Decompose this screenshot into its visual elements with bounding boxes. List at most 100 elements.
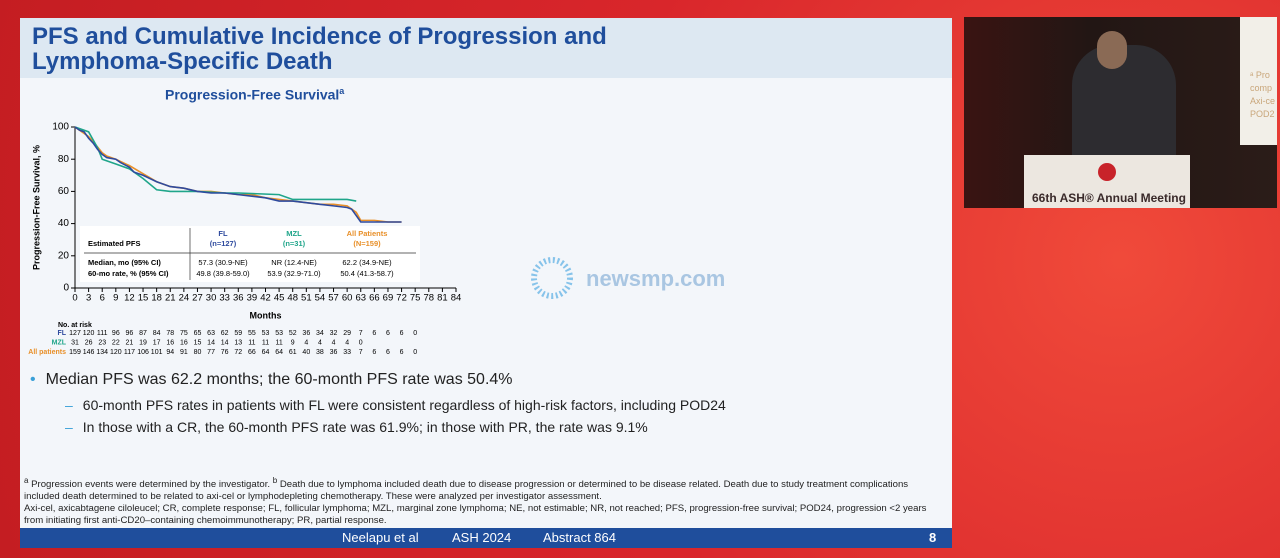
at-risk-count: 38 <box>316 349 324 356</box>
x-tick-label: 63 <box>355 293 366 304</box>
at-risk-count: 94 <box>166 349 174 356</box>
at-risk-count: 87 <box>139 330 147 337</box>
at-risk-count: 7 <box>359 330 363 337</box>
at-risk-count: 15 <box>194 339 202 346</box>
at-risk-count: 64 <box>262 349 270 356</box>
at-risk-count: 7 <box>359 349 363 356</box>
at-risk-count: 55 <box>248 330 256 337</box>
x-tick-label: 81 <box>437 293 448 304</box>
footnote-marker: a <box>24 476 29 485</box>
chart-title: Progression-Free Survivala <box>165 86 344 103</box>
at-risk-count: 0 <box>413 349 417 356</box>
side-screen <box>1240 17 1277 145</box>
at-risk-count: 78 <box>166 330 174 337</box>
at-risk-count: 62 <box>221 330 229 337</box>
table-column-header: (n=127) <box>210 239 237 248</box>
at-risk-count: 53 <box>262 330 270 337</box>
x-tick-label: 27 <box>192 293 203 304</box>
table-column-header: All Patients <box>347 229 388 238</box>
km-curve <box>74 126 402 223</box>
at-risk-count: 16 <box>166 339 174 346</box>
table-cell: 50.4 (41.3-58.7) <box>340 269 394 278</box>
x-tick-label: 33 <box>219 293 230 304</box>
at-risk-count: 117 <box>124 349 135 356</box>
at-risk-count: 64 <box>275 349 283 356</box>
at-risk-count: 4 <box>332 339 336 346</box>
table-header: Estimated PFS <box>88 239 141 248</box>
x-tick-label: 42 <box>260 293 271 304</box>
y-tick-label: 40 <box>58 218 70 229</box>
x-tick-label: 6 <box>100 293 105 304</box>
footnote: Progression events were determined by th… <box>31 479 271 491</box>
at-risk-count: 4 <box>318 339 322 346</box>
at-risk-count: 33 <box>343 349 351 356</box>
at-risk-count: 96 <box>112 330 120 337</box>
y-tick-label: 100 <box>52 122 69 133</box>
sub-bullet-text: In those with a CR, the 60-month PFS rat… <box>82 419 648 435</box>
footnote-marker: b <box>272 476 278 485</box>
footnotes: a Progression events were determined by … <box>24 475 934 527</box>
x-tick-label: 0 <box>72 293 77 304</box>
x-tick-label: 24 <box>179 293 190 304</box>
x-tick-label: 57 <box>328 293 339 304</box>
at-risk-count: 26 <box>85 339 93 346</box>
x-tick-label: 78 <box>423 293 434 304</box>
footer-bar <box>20 528 952 548</box>
at-risk-count: 6 <box>400 330 404 337</box>
slide <box>20 18 952 548</box>
footer-text: ASH 2024 <box>452 530 512 545</box>
x-axis-label: Months <box>250 310 282 320</box>
at-risk-count: 6 <box>386 330 390 337</box>
footnote-marker: a <box>339 86 345 96</box>
y-tick-label: 0 <box>63 283 69 294</box>
bullet: • Median PFS was 62.2 months; the 60-mont… <box>30 371 513 388</box>
bullet-text: Median PFS was 62.2 months; the 60-month… <box>45 371 513 388</box>
at-risk-count: 91 <box>180 349 188 356</box>
at-risk-count: 84 <box>153 330 161 337</box>
side-screen-line: Axi-ce <box>1250 96 1276 106</box>
watermark-icon <box>531 257 573 299</box>
title-band <box>20 18 952 78</box>
at-risk-count: 4 <box>345 339 349 346</box>
at-risk-count: 59 <box>234 330 242 337</box>
table-cell: 57.3 (30.9-NE) <box>198 258 248 267</box>
x-tick-label: 45 <box>274 293 285 304</box>
table-row-label: 60-mo rate, % (95% CI) <box>88 269 169 278</box>
sub-bullet-text: 60-month PFS rates in patients with FL w… <box>82 397 726 413</box>
km-curve <box>74 126 402 223</box>
at-risk-count: 80 <box>194 349 202 356</box>
at-risk-count: 31 <box>71 339 79 346</box>
table-cell: NR (12.4-NE) <box>271 258 317 267</box>
at-risk-count: 6 <box>372 330 376 337</box>
x-tick-label: 75 <box>410 293 421 304</box>
table-cell: 62.2 (34.9-NE) <box>342 258 392 267</box>
x-tick-label: 72 <box>396 293 407 304</box>
side-screen-line: comp <box>1250 83 1273 93</box>
at-risk-count: 32 <box>330 330 338 337</box>
x-tick-label: 84 <box>451 293 462 304</box>
sub-bullet: – In those with a CR, the 60-month PFS ra… <box>65 419 648 435</box>
table-cell: 49.8 (39.8-59.0) <box>196 269 250 278</box>
side-screen-line: POD2 <box>1250 109 1275 119</box>
at-risk-label: All patients <box>28 349 66 356</box>
at-risk-count: 120 <box>83 330 95 337</box>
at-risk-count: 21 <box>126 339 134 346</box>
at-risk-count: 66 <box>248 349 256 356</box>
page-number: 8 <box>929 530 937 545</box>
at-risk-count: 14 <box>221 339 229 346</box>
km-curve <box>74 126 357 202</box>
at-risk-count: 65 <box>194 330 202 337</box>
footnote: Death due to lymphoma included death due… <box>24 479 909 503</box>
chart-title-text: Progression-Free Survival <box>165 86 340 103</box>
x-tick-label: 48 <box>287 293 298 304</box>
y-tick-label: 80 <box>58 154 70 165</box>
table-row-label: Median, mo (95% CI) <box>88 258 161 267</box>
at-risk-count: 40 <box>302 349 310 356</box>
at-risk-count: 0 <box>413 330 417 337</box>
x-tick-label: 54 <box>315 293 326 304</box>
abbreviations: Axi-cel, axicabtagene ciloleucel; CR, co… <box>24 503 927 527</box>
speaker-head <box>1097 31 1127 69</box>
at-risk-count: 101 <box>151 349 163 356</box>
